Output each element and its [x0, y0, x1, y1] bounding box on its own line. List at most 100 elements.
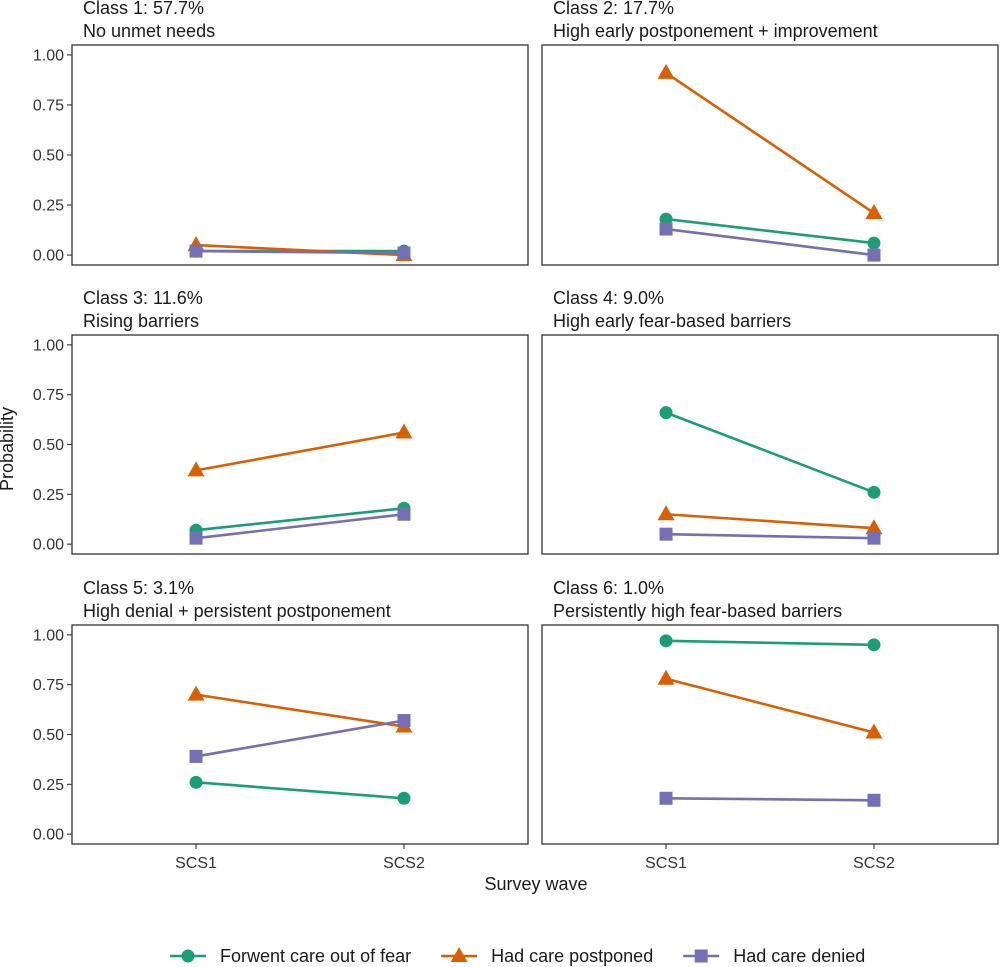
data-point-denied	[867, 248, 881, 262]
data-point-postponed	[187, 461, 205, 477]
series-line-denied	[666, 532, 874, 540]
data-point-postponed	[657, 505, 675, 521]
y-tick-label: 0.25	[33, 487, 64, 504]
series-denied	[189, 714, 411, 763]
panel-subtitle: No unmet needs	[83, 21, 215, 41]
legend-marker-square	[694, 949, 708, 963]
y-tick-label: 0.25	[33, 198, 64, 215]
y-tick-label: 0.00	[33, 537, 64, 554]
panel-frame	[71, 334, 529, 555]
panel-title: Class 2: 17.7%	[553, 0, 674, 18]
data-point-postponed	[657, 63, 675, 79]
series-denied	[659, 222, 881, 262]
data-point-postponed	[865, 204, 883, 220]
series-postponed	[187, 236, 413, 262]
panel-title: Class 1: 57.7%	[83, 0, 204, 18]
data-point-fear	[867, 236, 881, 250]
series-line-denied	[666, 796, 874, 802]
data-point-denied	[189, 244, 203, 258]
data-point-fear	[189, 775, 203, 789]
series-denied	[659, 527, 881, 545]
data-point-denied	[189, 749, 203, 763]
x-tick-label: SCS2	[853, 855, 895, 872]
series-fear	[659, 212, 881, 250]
panel-class-2: Class 2: 17.7% High early postponement + …	[541, 0, 999, 266]
legend-label: Had care postponed	[491, 946, 653, 966]
legend-item-postponed: Had care postponed	[441, 946, 653, 966]
series-denied	[189, 244, 411, 260]
series-line-postponed	[195, 431, 405, 472]
x-tick-label: SCS1	[175, 855, 217, 872]
y-tick-label: 0.25	[33, 777, 64, 794]
panel-subtitle: High early postponement + improvement	[553, 21, 878, 41]
data-point-fear	[867, 485, 881, 499]
data-point-fear	[867, 638, 881, 652]
y-axis-title: Probability	[0, 407, 17, 491]
panel-class-5: Class 5: 3.1% High denial + persistent po…	[33, 578, 529, 872]
panel-subtitle: High early fear-based barriers	[553, 311, 791, 331]
series-line-denied	[195, 719, 405, 758]
series-postponed	[657, 505, 883, 535]
series-line-postponed	[665, 512, 875, 530]
data-point-fear	[659, 212, 673, 226]
data-point-postponed	[657, 669, 675, 685]
panel-title: Class 6: 1.0%	[553, 578, 664, 598]
panel-subtitle: High denial + persistent postponement	[83, 601, 391, 621]
series-line-fear	[195, 781, 405, 800]
series-line-denied	[196, 249, 404, 255]
series-line-postponed	[195, 693, 405, 728]
series-fear	[659, 406, 881, 499]
y-tick-label: 0.50	[33, 148, 64, 165]
panel-frame	[71, 44, 529, 266]
panel-class-6: Class 6: 1.0% Persistently high fear-base…	[541, 578, 999, 872]
y-tick-label: 0.50	[33, 727, 64, 744]
series-postponed	[657, 669, 883, 739]
panel-title: Class 3: 11.6%	[83, 288, 203, 308]
panel-title: Class 4: 9.0%	[553, 288, 664, 308]
legend-item-fear: Forwent care out of fear	[170, 946, 411, 966]
legend-label: Forwent care out of fear	[220, 946, 411, 966]
series-line-fear	[665, 411, 875, 494]
series-line-postponed	[665, 71, 875, 215]
y-tick-label: 1.00	[33, 627, 64, 644]
y-tick-label: 0.75	[33, 677, 64, 694]
panel-class-1: Class 1: 57.7% No unmet needs 0.00 0.25 0.50…	[33, 0, 529, 266]
panel-class-3: Class 3: 11.6% Rising barriers 0.00 0.25 0.5…	[33, 288, 529, 555]
data-point-fear	[659, 406, 673, 420]
data-point-denied	[659, 222, 673, 236]
series-denied	[659, 791, 881, 807]
series-fear	[189, 775, 411, 805]
data-point-denied	[189, 531, 203, 545]
data-point-postponed	[865, 519, 883, 535]
x-tick-label: SCS2	[383, 855, 425, 872]
series-fear	[659, 634, 881, 652]
legend-item-denied: Had care denied	[683, 946, 865, 966]
data-point-denied	[659, 791, 673, 805]
legend-marker-circle	[181, 949, 195, 963]
data-point-postponed	[395, 423, 413, 439]
data-point-fear	[397, 791, 411, 805]
data-point-denied	[397, 714, 411, 728]
series-fear	[189, 501, 411, 537]
y-tick-label: 1.00	[33, 337, 64, 354]
legend: Forwent care out of fear Had care postpon…	[170, 946, 865, 966]
y-tick-label: 0.00	[33, 827, 64, 844]
panel-title: Class 5: 3.1%	[83, 578, 194, 598]
series-line-postponed	[665, 677, 875, 734]
data-point-denied	[397, 507, 411, 521]
data-point-denied	[867, 531, 881, 545]
x-axis-title: Survey wave	[484, 874, 587, 894]
series-line-fear	[195, 506, 405, 532]
data-point-fear	[659, 634, 673, 648]
panel-class-4: Class 4: 9.0% High early fear-based barri…	[541, 288, 999, 555]
panel-frame	[71, 624, 529, 845]
series-line-denied	[195, 512, 405, 540]
panels: Class 1: 57.7% No unmet needs 0.00 0.25 0.50…	[33, 0, 999, 872]
y-tick-label: 0.00	[33, 248, 64, 265]
panel-frame	[541, 334, 999, 555]
panel-subtitle: Persistently high fear-based barriers	[553, 601, 842, 621]
y-tick-label: 0.75	[33, 97, 64, 114]
data-point-denied	[659, 527, 673, 541]
legend-label: Had care denied	[733, 946, 865, 966]
